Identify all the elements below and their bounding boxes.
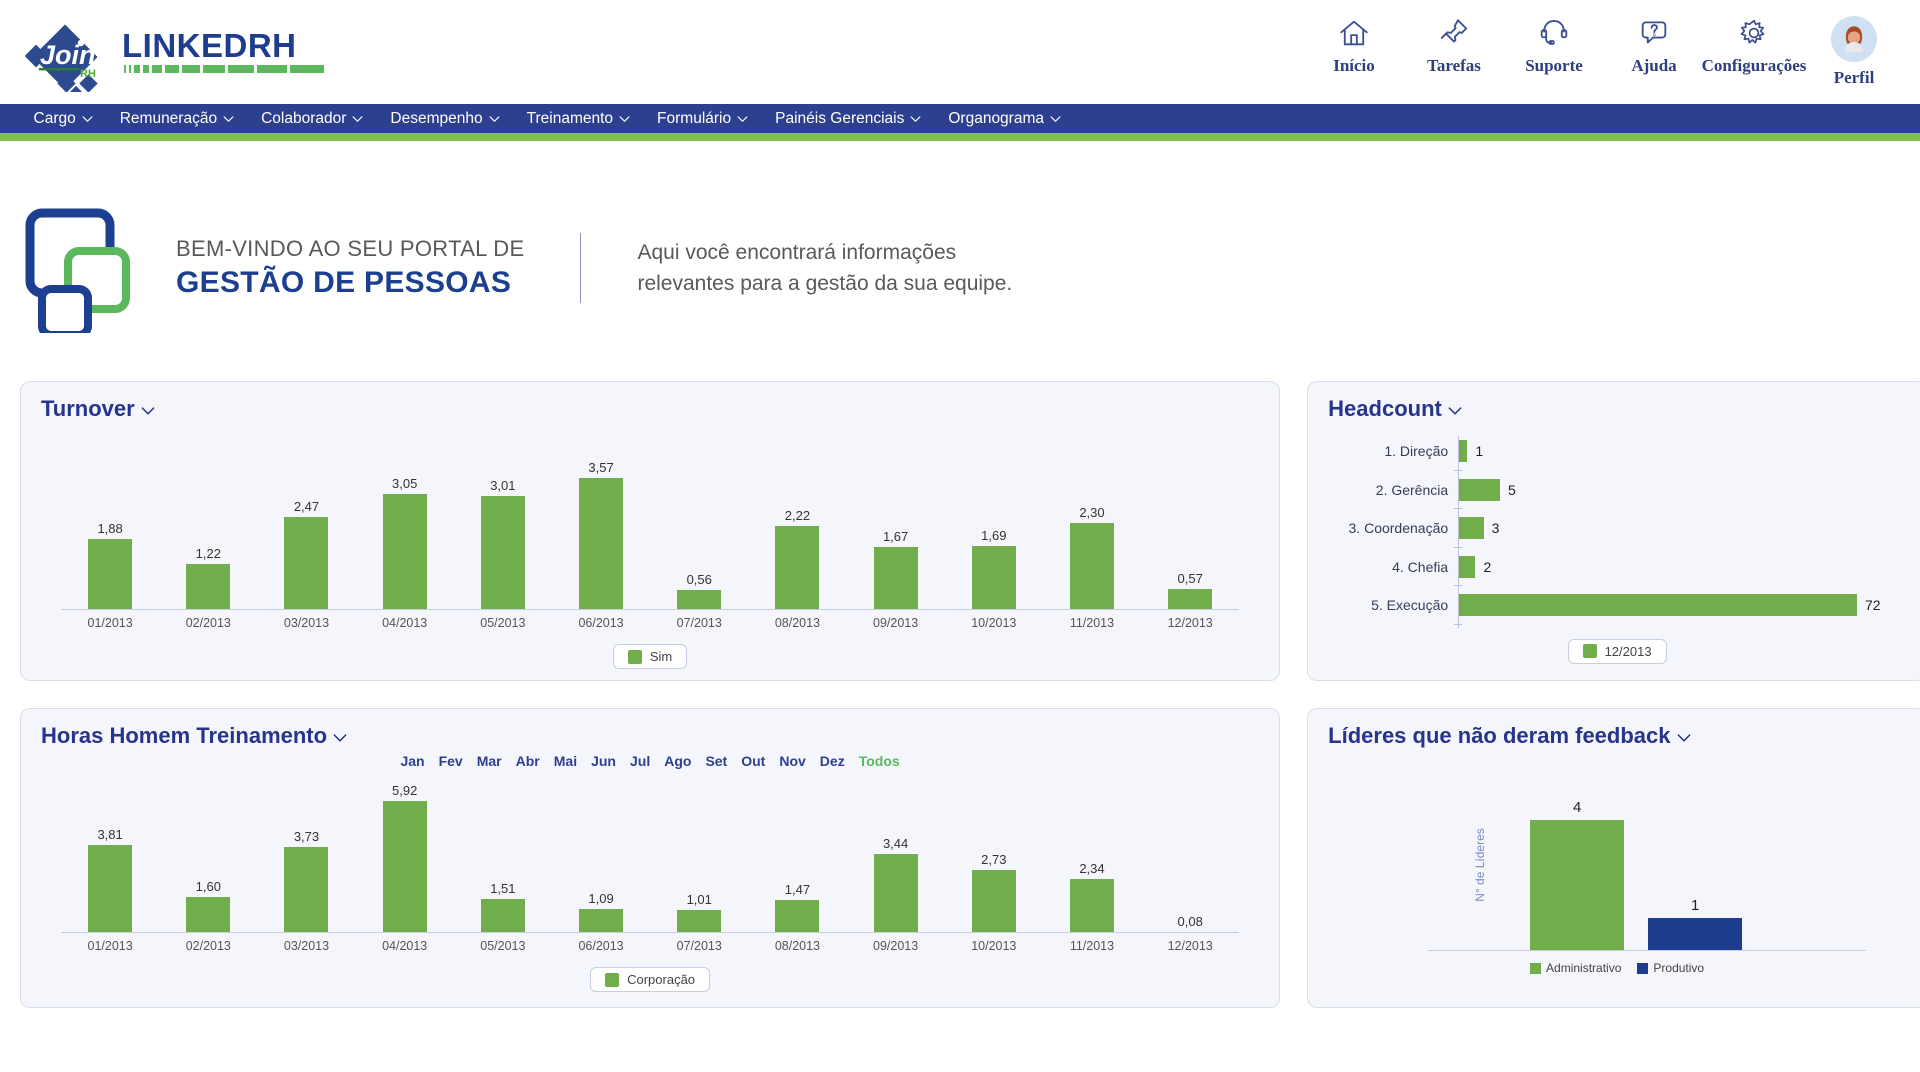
svg-text:Join: Join [40,40,96,70]
svg-text:RH: RH [80,68,96,80]
svg-text:LINKEDRH: LINKEDRH [122,27,297,64]
